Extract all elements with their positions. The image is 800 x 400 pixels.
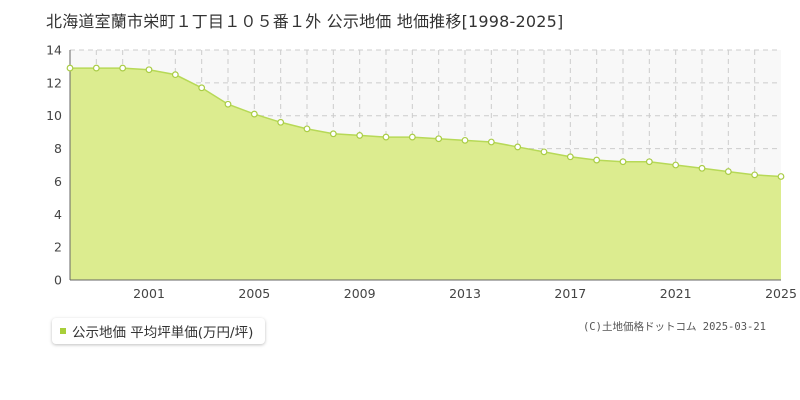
legend[interactable]: 公示地価 平均坪単価(万円/坪) — [52, 318, 266, 344]
data-point — [566, 153, 574, 161]
x-tick-label: 2017 — [554, 286, 586, 301]
x-tick-label: 2021 — [660, 286, 692, 301]
y-tick-label: 12 — [46, 75, 62, 90]
data-point — [198, 84, 206, 92]
data-point — [329, 130, 337, 138]
y-tick-label: 10 — [46, 108, 62, 123]
data-point — [435, 135, 443, 143]
y-tick-label: 0 — [54, 273, 62, 288]
data-point — [593, 156, 601, 164]
copyright-text: (C)土地価格ドットコム 2025-03-21 — [582, 321, 766, 333]
data-point — [224, 100, 232, 108]
y-tick-label: 8 — [54, 141, 62, 156]
y-tick-labels: 0 2 4 6 8 10 12 14 — [46, 43, 62, 288]
data-point — [751, 171, 759, 179]
x-tick-label: 2013 — [449, 286, 481, 301]
data-point — [119, 64, 127, 72]
data-point — [619, 158, 627, 166]
area-fill — [70, 68, 781, 280]
data-point — [277, 118, 285, 126]
series-area — [70, 67, 782, 280]
data-point — [461, 136, 469, 144]
axes — [69, 50, 781, 281]
x-tick-label: 2025 — [765, 286, 797, 301]
x-tick-labels: 2001 2005 2009 2013 2017 2021 2025 — [133, 286, 797, 301]
data-point — [171, 71, 179, 79]
data-point — [382, 133, 390, 141]
legend-swatch — [60, 328, 66, 334]
legend-label: 公示地価 平均坪単価(万円/坪) — [72, 325, 254, 341]
series-line — [70, 67, 782, 178]
data-point — [672, 161, 680, 169]
data-point — [645, 158, 653, 166]
y-tick-label: 4 — [54, 207, 62, 222]
data-point — [303, 125, 311, 133]
data-point — [514, 143, 522, 151]
data-point — [540, 148, 548, 156]
data-point — [250, 110, 258, 118]
data-point — [724, 168, 732, 175]
series-markers — [66, 64, 785, 180]
x-tick-label: 2001 — [133, 286, 165, 301]
chart-title: 北海道室蘭市栄町１丁目１０５番１外 公示地価 地価推移[1998-2025] — [46, 12, 564, 31]
data-point — [356, 132, 364, 139]
data-point — [487, 138, 495, 146]
x-tick-label: 2009 — [344, 286, 376, 301]
data-point — [698, 164, 706, 172]
x-tick-label: 2005 — [238, 286, 270, 301]
y-tick-label: 2 — [54, 240, 62, 255]
data-point — [408, 133, 416, 141]
data-point — [145, 66, 153, 74]
data-point — [777, 173, 785, 180]
y-tick-label: 6 — [54, 174, 62, 189]
data-point — [66, 64, 74, 72]
y-tick-label: 14 — [46, 43, 62, 58]
data-point — [92, 64, 100, 72]
